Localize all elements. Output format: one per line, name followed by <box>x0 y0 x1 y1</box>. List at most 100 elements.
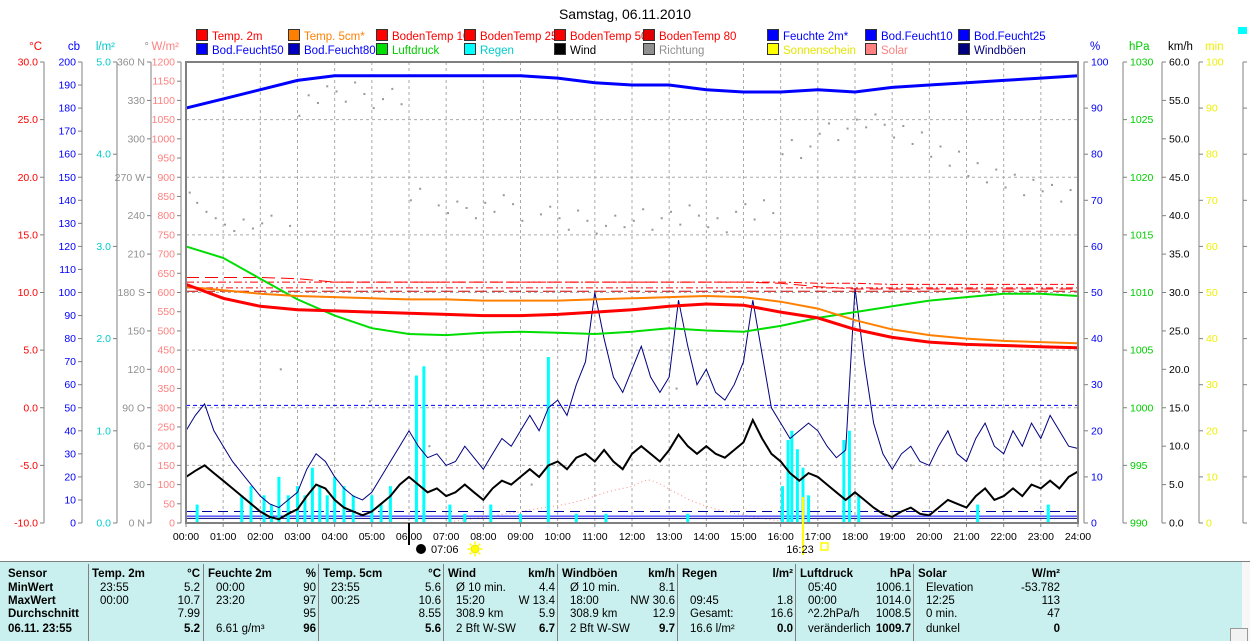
axis-label-wm2: 850 <box>157 191 175 203</box>
table-cell-time: 00:00 <box>808 595 837 607</box>
x-axis-label: 20:00 <box>916 531 942 543</box>
table-cell-time: 308.9 km <box>570 608 618 620</box>
series-richtung-point <box>632 219 635 222</box>
series-richtung-point <box>558 217 561 220</box>
legend-swatch-icon <box>958 29 970 41</box>
axis-label-cb: 10 <box>64 494 76 506</box>
table-cell-time: 05:40 <box>808 582 837 594</box>
axis-label-pct: 30 <box>1091 379 1103 391</box>
clipped-legend-artifact <box>1238 27 1247 34</box>
series-richtung-point <box>651 228 654 231</box>
axis-label-wm2: 400 <box>157 364 175 376</box>
axis-label-temp: 20.0 <box>18 172 39 184</box>
series-richtung-point <box>409 199 412 202</box>
series-richtung-point <box>1032 178 1035 181</box>
x-axis-label: 00:00 <box>173 531 199 543</box>
legend-swatch-icon <box>196 29 208 41</box>
series-richtung-point <box>883 123 886 126</box>
axis-label-cb: 90 <box>64 310 76 322</box>
axis-label-pct: 40 <box>1091 333 1103 345</box>
series-richtung-point <box>670 210 673 213</box>
series-luftdruck-line <box>185 245 1079 337</box>
axis-label-minutes: 30 <box>1206 379 1218 391</box>
x-axis-label: 19:00 <box>879 531 905 543</box>
legend-item-richtung: Richtung <box>643 43 704 57</box>
x-axis-label: 03:00 <box>284 531 310 543</box>
legend-label: BodenTemp 80 <box>659 31 737 43</box>
table-col-label: Feuchte 2m <box>208 568 272 580</box>
series-richtung-point <box>539 213 542 216</box>
axis-unit-dir: ° <box>144 41 149 53</box>
sun-icon-ray <box>469 552 472 555</box>
axis-label-dir: 240 <box>127 210 145 222</box>
legend-item-bodentemp-10: BodenTemp 10 <box>376 29 469 43</box>
axis-label-hpa: 995 <box>1130 460 1148 472</box>
legend-swatch-icon <box>196 43 208 55</box>
x-axis-label: 11:00 <box>582 531 608 543</box>
axis-label-dir: 210 <box>127 249 145 261</box>
axis-label-wm2: 750 <box>157 229 175 241</box>
table-cell-value: 95 <box>303 608 316 620</box>
legend-swatch-icon <box>767 29 779 41</box>
sun-icon-ray <box>478 552 481 555</box>
table-cell-value: 6.7 <box>539 623 555 635</box>
axis-label-cb: 60 <box>64 379 76 391</box>
x-axis-label: 24:00 <box>1065 531 1091 543</box>
table-col-label: Solar <box>918 568 947 580</box>
legend-label: BodenTemp 25 <box>480 31 558 43</box>
series-richtung-point <box>818 132 821 135</box>
x-axis-label: 15:00 <box>730 531 756 543</box>
axis-label-temp: -5.0 <box>20 460 38 472</box>
axis-label-kmh: 50.0 <box>1169 133 1190 145</box>
legend-label: Solar <box>881 45 908 57</box>
table-cell-value: 1014.0 <box>875 595 911 607</box>
axis-label-pct: 20 <box>1091 425 1103 437</box>
table-col-unit: W/m² <box>1031 568 1060 580</box>
table-cell-value: 1008.5 <box>875 608 911 620</box>
axis-label-wm2: 650 <box>157 268 175 280</box>
series-richtung-point <box>381 98 384 101</box>
axis-unit-wm2: W/m² <box>152 41 180 53</box>
series-richtung-point <box>391 87 394 90</box>
legend-item-bodentemp-80: BodenTemp 80 <box>643 29 737 43</box>
series-richtung-point <box>205 210 208 213</box>
table-cell-value: 7.99 <box>177 608 200 620</box>
axis-label-wm2: 150 <box>157 460 175 472</box>
axis-label-cb: 40 <box>64 425 76 437</box>
table-row-label: MinWert <box>8 582 54 594</box>
table-cell-value: 0 <box>1053 623 1060 635</box>
table-cell-time: 00:25 <box>331 595 360 607</box>
series-richtung-point <box>675 387 678 390</box>
series-richtung-point <box>614 214 617 217</box>
series-richtung-point <box>735 210 738 213</box>
axis-label-cb: 30 <box>64 448 76 460</box>
sun-icon-ray <box>478 543 481 546</box>
axis-label-hpa: 1010 <box>1130 287 1154 299</box>
legend-swatch-icon <box>464 29 476 41</box>
axis-label-wm2: 0 <box>169 518 175 530</box>
axis-label-cb: 140 <box>58 195 76 207</box>
series-richtung-point <box>790 139 793 142</box>
axis-label-temp: 10.0 <box>18 287 39 299</box>
table-divider <box>203 564 204 641</box>
axis-label-wm2: 250 <box>157 421 175 433</box>
series-richtung-point <box>642 208 645 211</box>
table-col-unit: km/h <box>528 568 555 580</box>
table-cell-time: dunkel <box>926 623 960 635</box>
legend-label: Bod.Feucht10 <box>881 31 953 43</box>
series-richtung-point <box>911 142 914 145</box>
legend-swatch-icon <box>288 29 300 41</box>
series-richtung-point <box>465 206 468 209</box>
series-richtung-point <box>270 214 273 217</box>
axis-label-cb: 100 <box>58 287 76 299</box>
axis-label-dir: 330 <box>127 95 145 107</box>
legend-swatch-icon <box>554 43 566 55</box>
series-richtung-point <box>512 203 515 206</box>
axis-label-hpa: 1000 <box>1130 402 1154 414</box>
axis-label-cb: 130 <box>58 218 76 230</box>
series-richtung-point <box>521 219 524 222</box>
resize-grip[interactable] <box>1230 628 1248 641</box>
table-cell-time: 308.9 km <box>456 608 504 620</box>
axis-unit-lm2: l/m² <box>96 41 115 53</box>
series-temp_5cm-line <box>185 285 1079 345</box>
